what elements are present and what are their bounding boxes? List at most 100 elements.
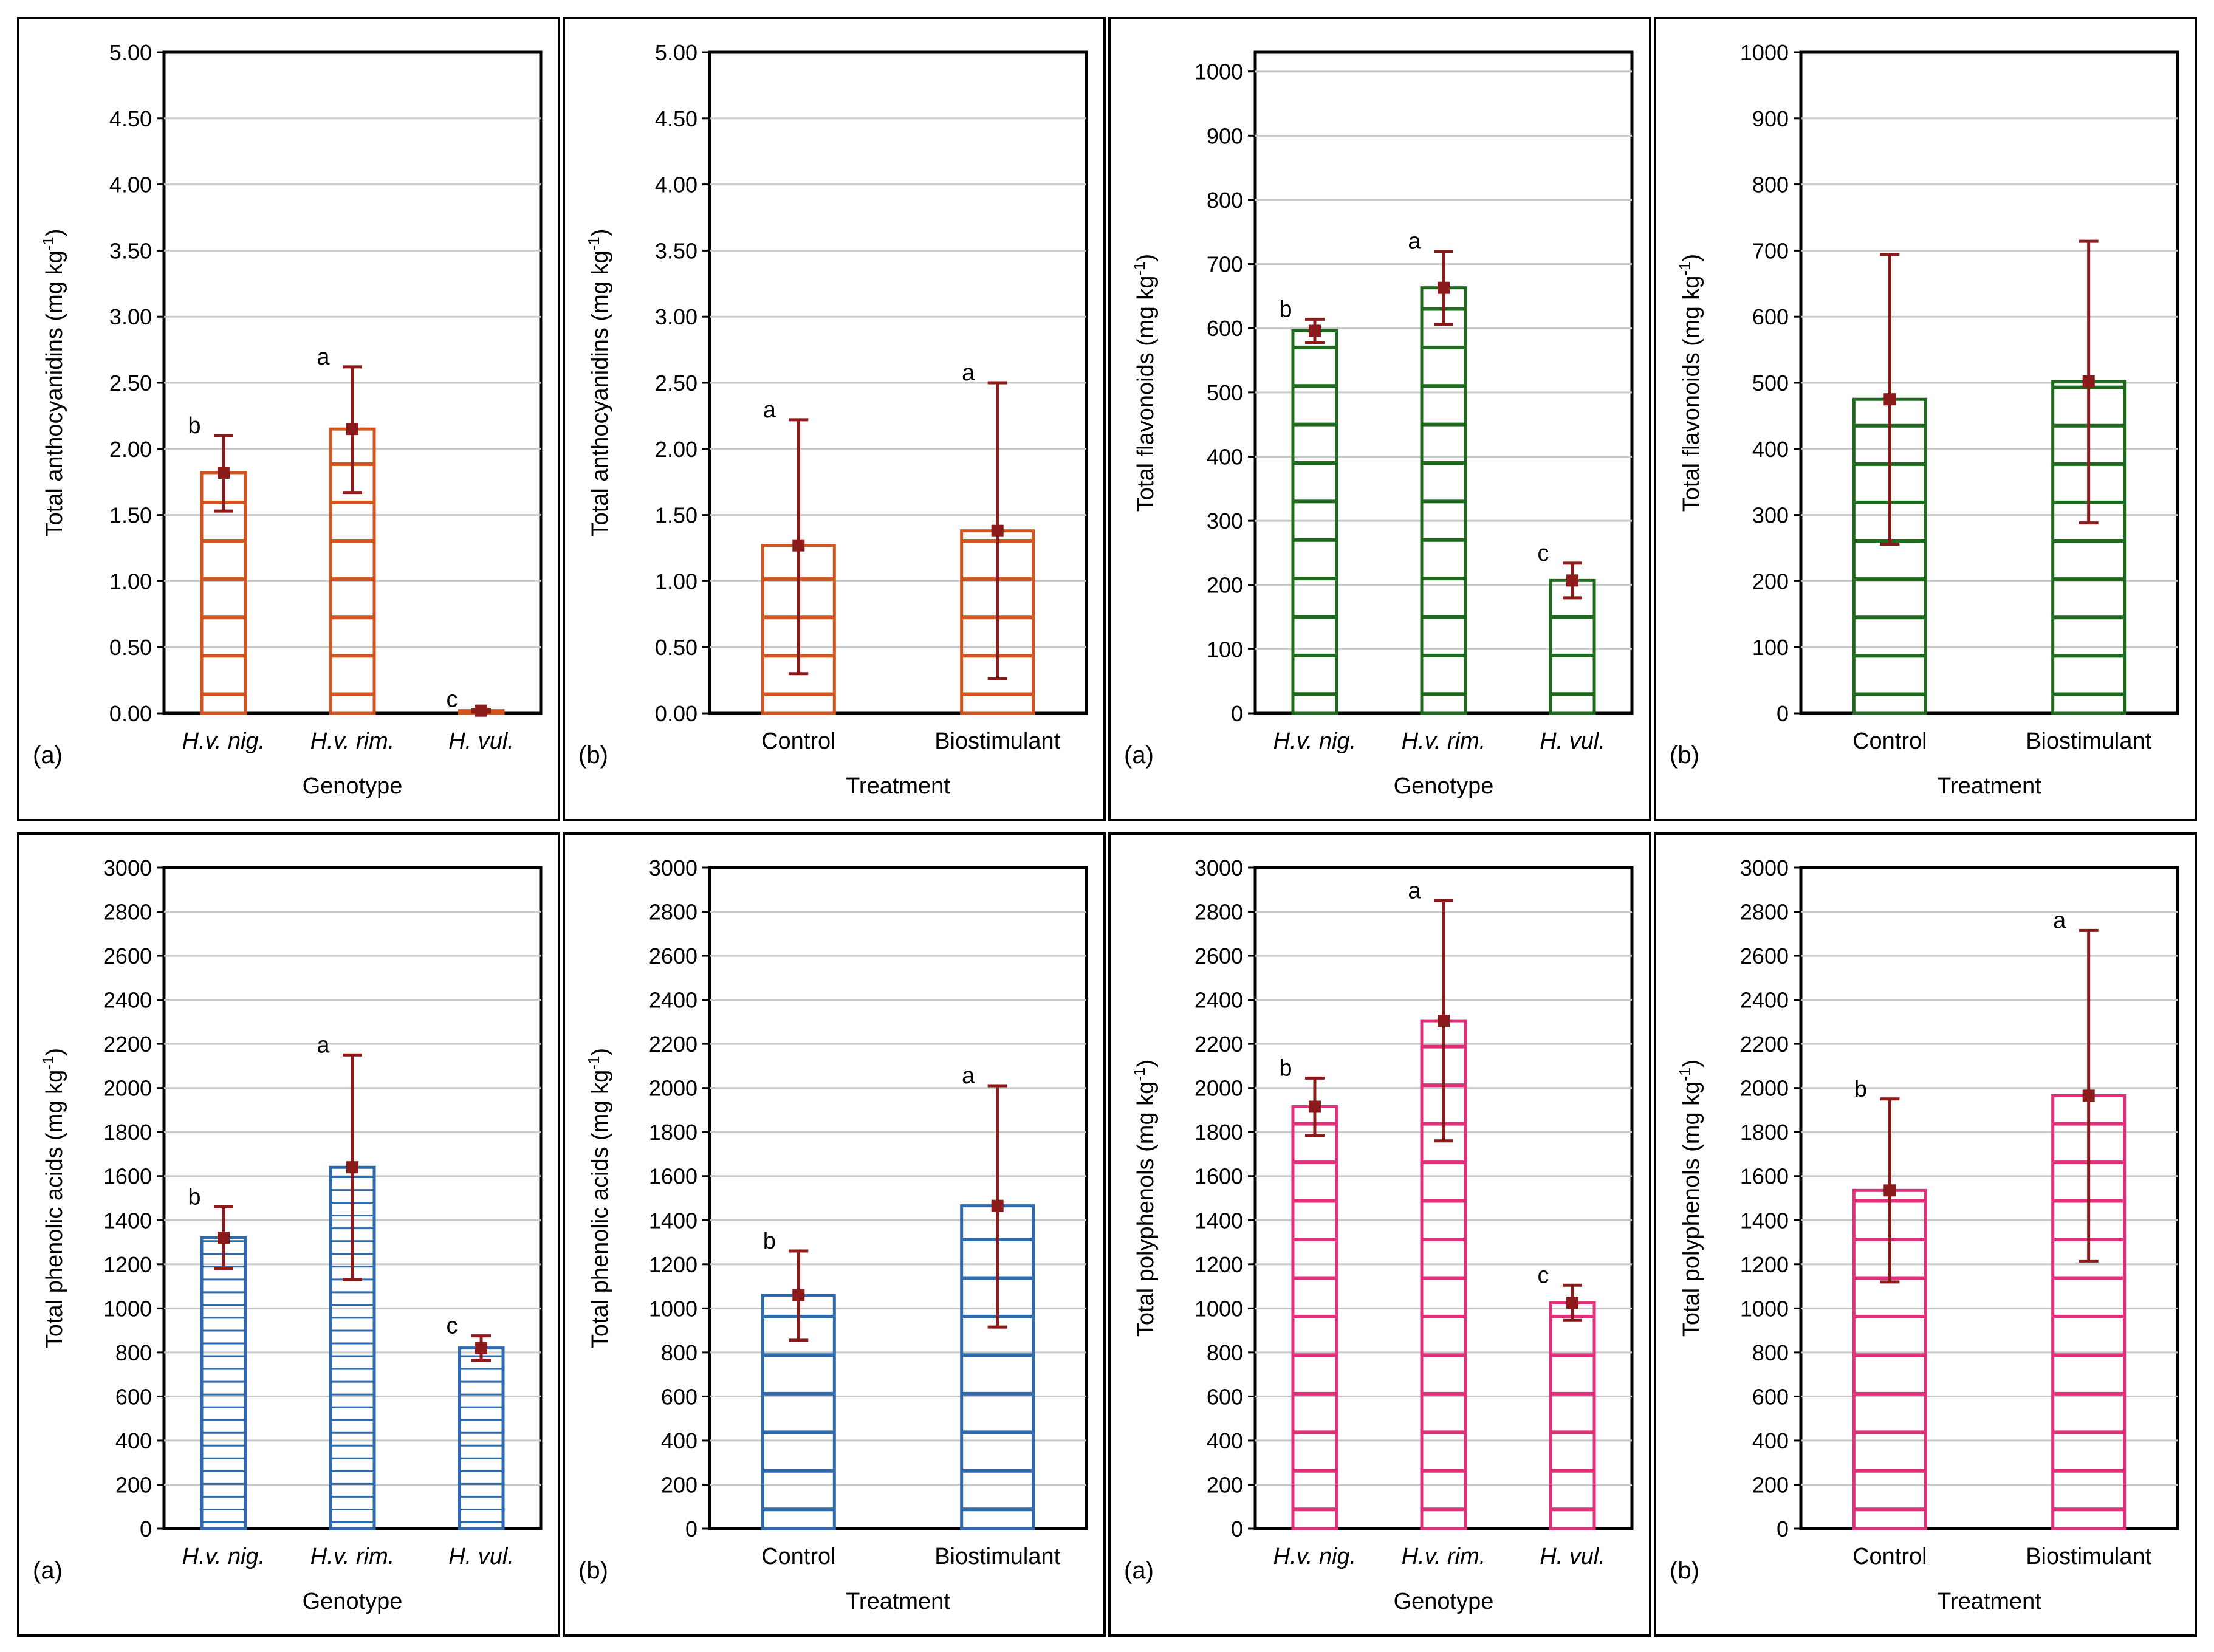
y-tick-label: 2.00 (109, 437, 152, 462)
y-tick-label: 0 (1231, 701, 1243, 726)
y-tick-label: 100 (1207, 637, 1243, 662)
y-axis-label-tail: ) (1679, 254, 1704, 262)
x-category-label: Control (761, 728, 836, 754)
bar-group: a (1408, 228, 1467, 715)
y-tick-label: 2800 (649, 900, 697, 925)
y-tick-label: 1800 (1740, 1120, 1789, 1145)
significance-letter: a (763, 397, 776, 423)
x-category-label: Biostimulant (934, 728, 1060, 754)
y-tick-label: 0.50 (655, 635, 697, 660)
x-axis-label: Genotype (1394, 773, 1494, 799)
panel-frame (17, 17, 560, 821)
y-tick-label: 2800 (1740, 900, 1789, 925)
x-category-label: Control (761, 1544, 836, 1569)
y-tick-label: 5.00 (655, 40, 697, 65)
y-axis-label-sup: -1 (584, 236, 603, 250)
x-category-label: Control (1852, 1544, 1927, 1569)
y-tick-label: 100 (1752, 635, 1789, 660)
y-tick-label: 1200 (103, 1252, 152, 1277)
y-tick-label: 4.00 (655, 173, 697, 197)
x-axis-label: Treatment (1937, 1589, 2041, 1614)
y-tick-label: 1000 (1194, 1296, 1243, 1321)
mean-marker (1566, 574, 1579, 587)
y-tick-label: 1800 (103, 1120, 152, 1145)
y-tick-label: 0.50 (109, 635, 152, 660)
mean-marker (346, 1161, 358, 1174)
plot-area (1799, 866, 2179, 1530)
y-axis-label-tail: ) (1133, 1060, 1159, 1068)
y-tick-label: 600 (1752, 304, 1789, 329)
significance-letter: a (962, 1063, 975, 1089)
y-tick-label: 800 (661, 1340, 697, 1365)
y-tick-label: 2800 (1194, 900, 1243, 925)
mean-marker (1308, 1100, 1321, 1113)
bar-group (1852, 253, 1927, 715)
x-category-label: H. vul. (1540, 1544, 1605, 1569)
x-category-label: H.v. nig. (182, 1544, 266, 1569)
y-tick-label: 200 (115, 1472, 152, 1497)
y-axis-label-sup: -1 (39, 1056, 57, 1070)
y-tick-label: 1000 (649, 1296, 697, 1321)
panel-label: (a) (33, 1557, 63, 1584)
y-tick-label: 200 (1207, 1472, 1243, 1497)
y-tick-label: 1600 (1740, 1164, 1789, 1189)
y-tick-label: 0 (1777, 1517, 1789, 1541)
y-tick-label: 2400 (1740, 988, 1789, 1013)
significance-letter: a (317, 1032, 330, 1058)
significance-letter: b (188, 1185, 200, 1210)
chart-panel-phen-treatment: 0 200 400 600 800 1000 1200 1400 1600 1800 2000 220… (563, 832, 1106, 1637)
y-tick-label: 2400 (649, 988, 697, 1013)
y-tick-label: 1000 (1740, 1296, 1789, 1321)
y-axis-label-main: Total flavonoids (mg kg (1133, 276, 1159, 512)
plot-area (708, 866, 1088, 1530)
x-category-label: Biostimulant (934, 1544, 1060, 1569)
x-category-label: Biostimulant (2026, 728, 2151, 754)
panel-frame (1654, 17, 2197, 821)
y-tick-label: 400 (661, 1428, 697, 1453)
x-category-label: H.v. rim. (310, 728, 395, 754)
significance-letter: b (1279, 296, 1292, 322)
y-tick-label: 2000 (649, 1076, 697, 1101)
mean-marker (475, 1342, 488, 1354)
y-tick-label: 800 (1207, 188, 1243, 213)
panel-label: (a) (1124, 1557, 1154, 1584)
mean-marker (991, 524, 1004, 537)
x-category-label: Control (1852, 728, 1927, 754)
y-tick-label: 1.00 (655, 569, 697, 594)
x-axis-label: Treatment (1937, 773, 2041, 799)
y-tick-label: 2.00 (655, 437, 697, 462)
y-tick-label: 1800 (649, 1120, 697, 1145)
panel-frame (563, 832, 1106, 1637)
panel-frame (17, 832, 560, 1637)
significance-letter: b (1854, 1077, 1867, 1102)
y-axis-label-tail: ) (1133, 254, 1159, 262)
y-axis-label-sup: -1 (1130, 261, 1148, 275)
y-axis-label-main: Total anthocyanidins (mg kg (588, 250, 613, 536)
significance-letter: a (1408, 878, 1421, 903)
y-tick-label: 2000 (1740, 1076, 1789, 1101)
y-tick-label: 600 (1207, 316, 1243, 341)
significance-letter: c (1538, 541, 1549, 566)
y-axis-label: Total phenolic acids (mg kg-1) (39, 1048, 67, 1348)
bar-group: a (960, 360, 1035, 715)
bar-group: a (960, 1063, 1035, 1530)
mean-marker (217, 466, 230, 479)
y-axis-label-main: Total polyphenols (mg kg (1679, 1081, 1704, 1337)
x-category-label: H.v. rim. (1402, 1544, 1486, 1569)
y-tick-label: 3.50 (655, 238, 697, 263)
y-tick-label: 800 (1207, 1340, 1243, 1365)
bar-group: c (447, 1314, 505, 1530)
y-axis-label-sup: -1 (1676, 1068, 1694, 1081)
mean-marker (1883, 1184, 1896, 1197)
mean-marker (346, 423, 358, 436)
bar-group: b (1279, 1055, 1338, 1530)
y-tick-label: 3000 (1740, 855, 1789, 880)
x-category-label: H. vul. (448, 1544, 514, 1569)
y-tick-label: 2400 (1194, 988, 1243, 1013)
y-axis-label: Total flavonoids (mg kg-1) (1130, 254, 1159, 512)
y-axis-label-tail: ) (42, 1048, 67, 1056)
chart-panel-flav-treatment: 0 100 200 300 400 500 600 700 800 900 1000 Total fl… (1654, 17, 2197, 821)
y-tick-label: 400 (115, 1428, 152, 1453)
significance-letter: a (317, 344, 330, 370)
y-tick-label: 400 (1207, 444, 1243, 469)
